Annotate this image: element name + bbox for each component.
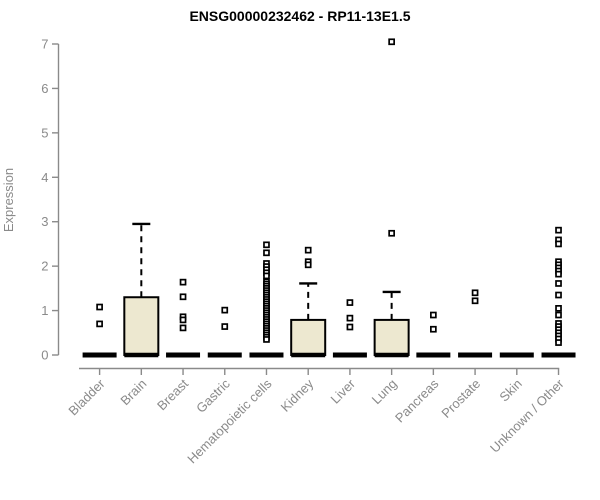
outlier-point xyxy=(555,270,562,278)
x-tick-label: Gastric xyxy=(193,376,233,416)
y-tick-label: 7 xyxy=(41,37,48,52)
x-tick-label: Kidney xyxy=(278,376,317,415)
outlier-point xyxy=(555,311,562,319)
outlier-point xyxy=(96,303,103,311)
outlier-point xyxy=(430,311,437,319)
x-tick-label: Brain xyxy=(117,376,149,408)
outlier-point xyxy=(346,314,354,322)
y-tick-label: 2 xyxy=(41,259,48,274)
y-tick-label: 3 xyxy=(41,214,48,229)
outlier-point xyxy=(179,278,187,286)
outlier-point xyxy=(263,336,270,343)
outlier-point xyxy=(555,305,562,312)
outlier-point xyxy=(263,249,270,257)
box xyxy=(123,296,160,356)
chart-title: ENSG00000232462 - RP11-13E1.5 xyxy=(189,8,410,24)
outlier-point xyxy=(179,316,187,324)
x-tick-label: Pancreas xyxy=(392,376,442,426)
y-axis: 0 1 2 3 4 5 6 7 xyxy=(41,37,60,363)
box xyxy=(290,318,327,356)
outlier-point xyxy=(221,323,229,330)
outlier-point xyxy=(263,272,270,280)
outlier-point xyxy=(346,299,354,306)
outlier-point xyxy=(471,297,479,305)
y-tick-label: 6 xyxy=(41,81,48,96)
x-tick-label: Breast xyxy=(154,376,191,413)
outlier-point xyxy=(263,241,270,249)
outlier-point xyxy=(96,320,103,328)
y-tick-label: 1 xyxy=(41,303,48,318)
outlier-point xyxy=(304,246,312,254)
outlier-point xyxy=(346,323,354,331)
outlier-point xyxy=(304,261,312,269)
outlier-point xyxy=(555,291,562,299)
outlier-point xyxy=(555,226,562,234)
outlier-point xyxy=(555,280,562,287)
outlier-point xyxy=(179,293,187,301)
outlier-point xyxy=(388,229,395,237)
y-tick-label: 0 xyxy=(41,348,48,363)
x-tick-label: Bladder xyxy=(65,376,108,419)
x-tick-label: Skin xyxy=(496,376,524,404)
outlier-point xyxy=(388,38,395,46)
outlier-point xyxy=(555,240,562,248)
x-tick-label: Prostate xyxy=(438,376,483,421)
outlier-point xyxy=(471,289,479,297)
x-tick-label: Liver xyxy=(328,376,359,407)
x-tick-label: Lung xyxy=(369,376,400,407)
y-axis-title: Expression xyxy=(1,168,16,232)
outlier-point xyxy=(221,306,229,314)
y-tick-label: 5 xyxy=(41,125,48,140)
plot-area xyxy=(82,38,576,358)
box xyxy=(373,318,410,356)
x-tick-label: Unknown / Other xyxy=(487,376,567,456)
outlier-point xyxy=(430,325,437,333)
y-tick-label: 4 xyxy=(41,170,48,185)
outlier-point xyxy=(179,324,187,332)
outlier-point xyxy=(555,339,562,346)
